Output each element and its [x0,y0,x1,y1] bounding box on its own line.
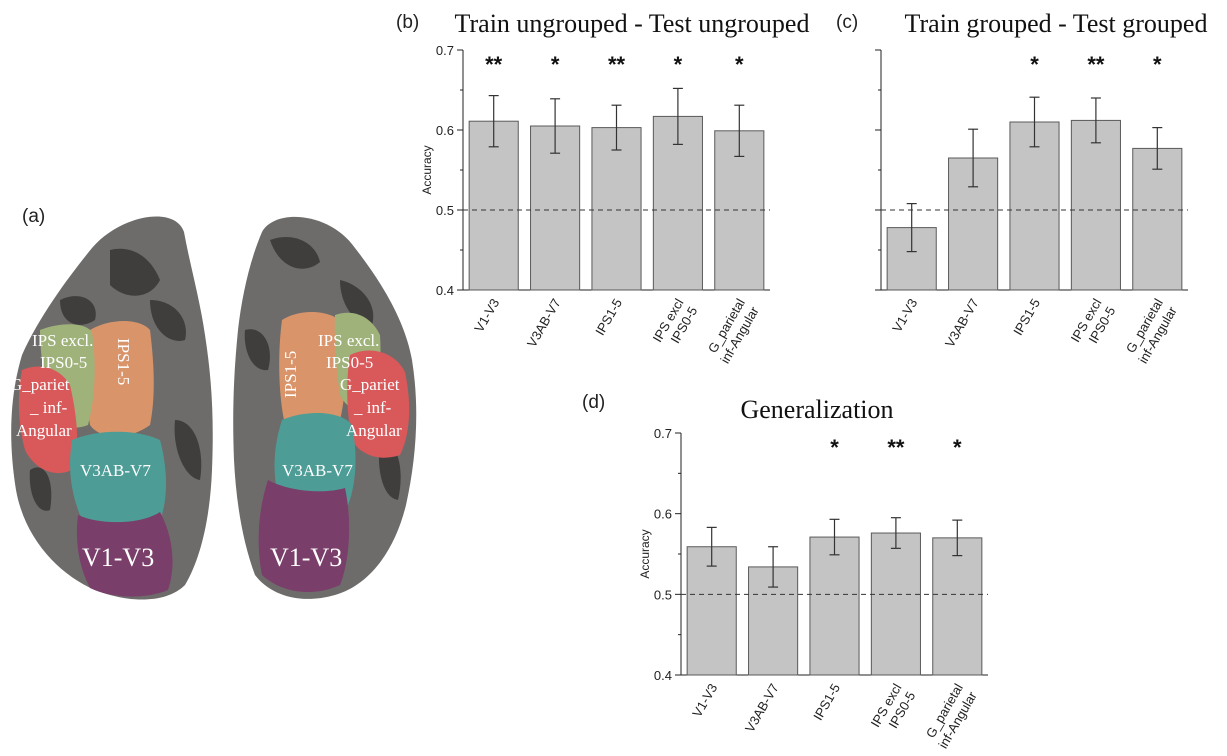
x-tick-label: V3AB-V7 [942,296,982,350]
significance-marker: * [1030,52,1039,77]
brain-right-roi-v3ab-v7 [274,413,356,511]
bar [932,537,983,676]
significance-marker: * [1153,52,1162,77]
significance-marker: * [674,52,683,77]
x-tick-label: IPS1-5 [592,296,625,338]
y-tick-label: 0.5 [654,587,672,602]
y-axis-label: Accuracy [420,145,434,194]
chart-panel-b: Train ungrouped - Test ungrouped 0.4 0.5 0.… [420,9,809,366]
x-tick-label: V1-V3 [471,296,502,335]
chart-title: Generalization [740,395,893,424]
x-tick-label: IPS1-5 [810,681,843,723]
significance-marker: * [830,435,839,460]
bar [652,115,703,291]
bar [1070,119,1121,291]
significance-marker: * [953,435,962,460]
bar [1132,147,1183,291]
brain-left-hemisphere: IPS excl. IPS0-5 G_pariet _ inf- Angular… [10,216,213,600]
x-tick-label: G_parietalinf-Angular [703,295,762,366]
x-tick-label: V3AB-V7 [742,681,782,735]
bar [870,532,921,676]
y-tick-label: 0.6 [436,123,454,138]
brain-right-sulcus [340,280,374,325]
x-tick-label: IPS exclIPS0-5 [868,681,919,738]
y-tick-label: 0.4 [654,668,672,683]
bar [809,536,860,676]
brain-left-label-angular: Angular [16,421,72,440]
brain-right-sulcus [270,236,320,269]
brain-left-roi-g-parietal [18,366,78,474]
panel-letter-b: (b) [396,12,419,33]
x-tick-label: V1-V3 [889,296,920,335]
chart-title: Train ungrouped - Test ungrouped [455,9,810,38]
brain-right-label-ips-excl: IPS excl. [318,331,379,350]
chart-panel-c: Train grouped - Test grouped V1-V3 V3AB-V7… [875,9,1207,366]
x-tick-label: G_parietalinf-Angular [921,680,980,751]
bar [468,120,519,291]
x-tick-label: V1-V3 [689,681,720,720]
panel-letter-a: (a) [22,206,45,227]
brain-right-sulcus [244,329,270,371]
y-tick-label: 0.7 [654,426,672,441]
brain-right-hemisphere: IPS excl. IPS0-5 G_pariet _ inf- Angular… [233,216,417,599]
brain-right-roi-g-parietal [347,350,410,458]
brain-right-label-g-pariet: G_pariet [340,375,400,394]
chart-panel-d: Generalization 0.4 0.5 0.6 0.7 Accuracy V1-V3 V… [638,395,988,751]
bar [686,546,737,676]
brain-left-label-v1-v3: V1-V3 [82,543,154,572]
brain-left-roi-v3ab-v7 [70,431,166,528]
brain-right-label-v3ab-v7: V3AB-V7 [282,461,353,480]
y-tick-label: 0.4 [436,283,454,298]
bar [1009,121,1060,291]
brain-right-label-ips0-5: IPS0-5 [326,353,373,372]
brain-left-label-ips0-5: IPS0-5 [40,353,87,372]
significance-marker: ** [485,52,503,77]
brain-left-sulcus [150,300,186,341]
panel-letter-d: (d) [582,392,605,413]
panel-letter-c: (c) [836,12,858,33]
y-tick-label: 0.7 [436,43,454,58]
brain-left-sulcus [110,248,160,296]
brain-right-roi-v1-v3 [258,480,350,593]
brain-left-label-ips1-5: IPS1-5 [114,338,133,385]
y-tick-label: 0.5 [436,203,454,218]
brain-left-label-ips-excl: IPS excl. [32,331,93,350]
significance-marker: * [735,52,744,77]
bar [591,127,642,291]
y-axis-label: Accuracy [638,529,652,578]
significance-marker: ** [608,52,626,77]
y-tick-label: 0.6 [654,507,672,522]
brain-left-sulcus [174,420,202,480]
x-tick-label: IPS exclIPS0-5 [650,296,701,353]
brain-left-label-g-pariet: G_pariet [10,375,70,394]
brain-right-label-inf: _ inf- [353,398,392,417]
brain-right-label-ips1-5: IPS1-5 [281,351,300,398]
brain-left-label-inf: _ inf- [29,398,68,417]
brain-left-label-v3ab-v7: V3AB-V7 [80,461,151,480]
brain-right-roi-ips1-5 [279,311,346,429]
brain-right-label-v1-v3: V1-V3 [270,543,342,572]
significance-marker: * [551,52,560,77]
brain-left-sulcus [60,296,96,325]
brain-left-roi-ips1-5 [86,321,154,437]
significance-marker: ** [1087,52,1105,77]
brain-right-label-angular: Angular [346,421,402,440]
x-tick-label: V3AB-V7 [524,296,564,350]
brain-left-sulcus [29,467,52,511]
x-tick-label: G_parietalinf-Angular [1121,295,1180,366]
x-tick-label: IPS exclIPS0-5 [1068,296,1119,353]
chart-title: Train grouped - Test grouped [905,9,1208,38]
brain-left-roi-v1-v3 [76,512,173,597]
significance-marker: ** [887,435,905,460]
x-tick-label: IPS1-5 [1010,296,1043,338]
